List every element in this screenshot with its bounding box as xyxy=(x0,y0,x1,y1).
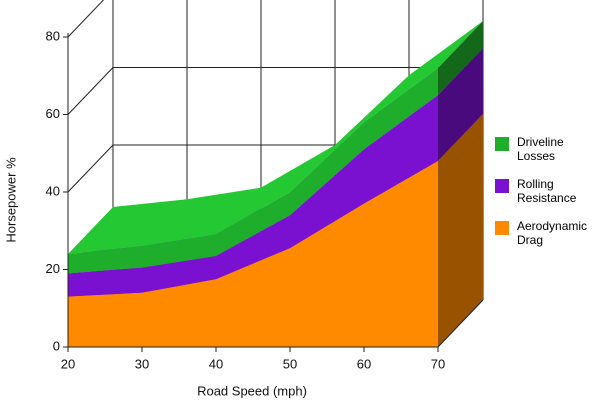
legend-item: Aerodynamic Drag xyxy=(495,219,595,247)
legend-swatch xyxy=(495,221,509,235)
y-axis-label: Horsepower % xyxy=(3,157,18,243)
grid-line xyxy=(67,67,114,115)
y-tick-label: 20 xyxy=(46,261,60,276)
area xyxy=(68,68,438,274)
area-top xyxy=(68,21,483,254)
legend-item: Rolling Resistance xyxy=(495,177,595,205)
y-tick-label: 80 xyxy=(46,28,60,43)
x-tick-label: 50 xyxy=(283,356,297,371)
legend-swatch xyxy=(495,137,509,151)
axis-line xyxy=(437,299,484,348)
legend-label: Driveline Losses xyxy=(517,135,564,163)
x-tick-label: 40 xyxy=(209,356,223,371)
area xyxy=(68,161,438,347)
x-tick-label: 70 xyxy=(431,356,445,371)
area-side xyxy=(438,21,483,96)
x-tick-label: 60 xyxy=(357,356,371,371)
y-tick-label: 60 xyxy=(46,106,60,121)
x-tick-label: 20 xyxy=(61,356,75,371)
y-tick-label: 0 xyxy=(53,338,60,353)
x-tick-label: 30 xyxy=(135,356,149,371)
x-axis-label: Road Speed (mph) xyxy=(197,383,307,398)
area xyxy=(68,95,438,297)
area-side xyxy=(438,114,483,347)
legend-swatch xyxy=(495,179,509,193)
grid-line xyxy=(67,0,105,38)
legend: Driveline Losses Rolling Resistance Aerody… xyxy=(495,135,595,261)
y-tick-label: 40 xyxy=(46,183,60,198)
legend-label: Aerodynamic Drag xyxy=(517,219,588,247)
area-side xyxy=(438,48,483,161)
grid-line xyxy=(67,144,114,193)
legend-label: Rolling Resistance xyxy=(517,177,577,205)
legend-item: Driveline Losses xyxy=(495,135,595,163)
